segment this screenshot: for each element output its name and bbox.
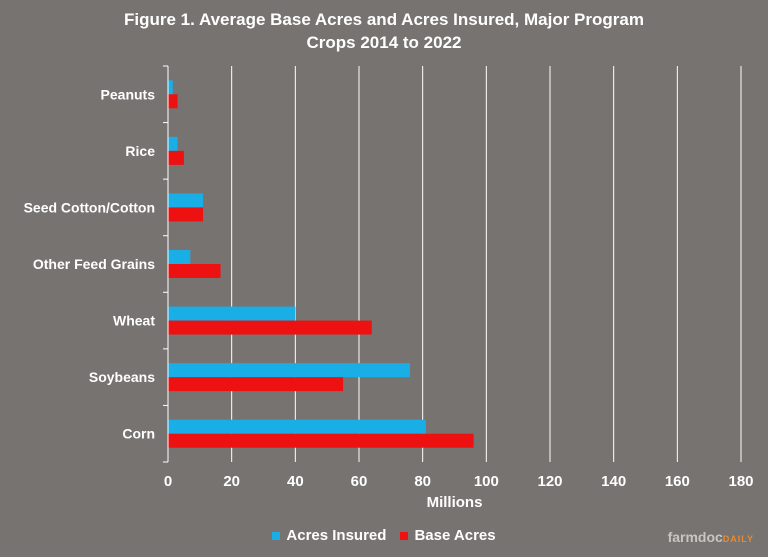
category-label: Rice: [125, 143, 155, 159]
x-tick-label: 160: [665, 473, 690, 490]
x-axis-title: Millions: [426, 494, 483, 511]
chart-title-line-2: Crops 2014 to 2022: [306, 33, 462, 52]
bar-corn-base-acres: [168, 433, 474, 448]
x-tick-label: 40: [287, 473, 304, 490]
x-tick-label: 60: [351, 473, 368, 490]
brand-second: DAILY: [722, 534, 754, 544]
legend-swatch-base-acres: [400, 531, 409, 540]
x-tick-label: 80: [414, 473, 431, 490]
bar-peanuts-acres-insured: [168, 80, 173, 95]
category-label: Soybeans: [89, 369, 155, 385]
bar-rice-acres-insured: [168, 136, 178, 151]
legend: Acres Insured Base Acres: [0, 527, 768, 544]
bar-soybeans-base-acres: [168, 377, 344, 392]
x-tick-label: 180: [728, 473, 753, 490]
x-tick-label: 100: [474, 473, 499, 490]
category-label: Corn: [122, 426, 155, 442]
x-tick-label: 20: [223, 473, 240, 490]
x-tick-label: 0: [164, 473, 172, 490]
bar-seed-cotton-cotton-acres-insured: [168, 193, 204, 208]
category-label: Wheat: [113, 313, 155, 329]
bar-wheat-acres-insured: [168, 306, 296, 321]
legend-item-acres-insured: Acres Insured: [272, 527, 386, 544]
legend-label-base-acres: Base Acres: [414, 527, 496, 544]
brand-first: farmdoc: [667, 529, 723, 545]
legend-label-acres-insured: Acres Insured: [286, 527, 387, 544]
bar-corn-acres-insured: [168, 419, 426, 434]
bar-peanuts-base-acres: [168, 94, 178, 109]
category-label: Peanuts: [101, 86, 156, 102]
bar-soybeans-acres-insured: [168, 363, 410, 378]
chart-title-line-1: Figure 1. Average Base Acres and Acres I…: [124, 10, 644, 29]
legend-item-base-acres: Base Acres: [400, 527, 496, 544]
category-label: Other Feed Grains: [33, 256, 155, 272]
bar-rice-base-acres: [168, 150, 184, 165]
bar-other-feed-grains-acres-insured: [168, 250, 191, 264]
legend-swatch-acres-insured: [272, 531, 281, 540]
brand-logo: farmdocDAILY: [668, 529, 754, 545]
bar-other-feed-grains-base-acres: [168, 264, 221, 278]
x-tick-label: 120: [537, 473, 562, 490]
x-tick-label: 140: [601, 473, 626, 490]
bar-seed-cotton-cotton-base-acres: [168, 207, 204, 222]
bar-wheat-base-acres: [168, 320, 372, 335]
category-label: Seed Cotton/Cotton: [24, 199, 155, 215]
